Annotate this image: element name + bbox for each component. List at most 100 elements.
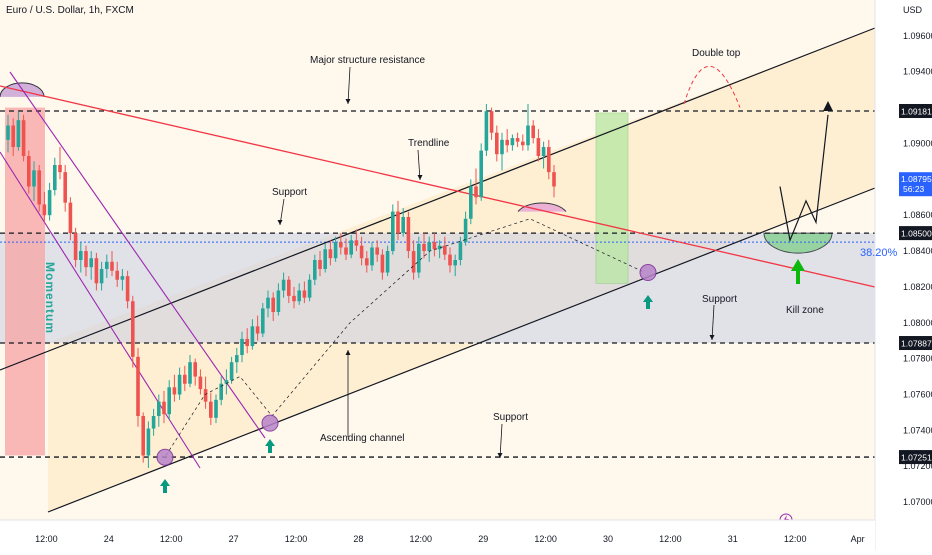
candle-body: [396, 211, 400, 234]
demand-box: [595, 112, 629, 284]
candle-body: [240, 338, 244, 356]
momentum-box: [5, 107, 45, 456]
annotation-pointer-head-2: [277, 220, 283, 225]
candle-body: [380, 254, 385, 273]
candle-body: [453, 260, 457, 266]
y-tick-label: 1.07200: [903, 461, 932, 471]
candle-35: [188, 355, 192, 388]
candle-101: [531, 120, 535, 144]
candle-body: [323, 249, 327, 269]
annotation-pointer-4: [499, 423, 503, 459]
candle-53: [281, 272, 286, 298]
candle-98: [515, 132, 520, 148]
candle-104: [547, 139, 551, 180]
x-tick-label: 12:00: [285, 534, 308, 544]
candle-body: [47, 190, 52, 216]
candle-93: [489, 107, 494, 140]
candle-body: [536, 138, 541, 156]
candles-layer: [6, 104, 556, 468]
candle-body: [219, 383, 223, 400]
candle-body: [276, 290, 281, 312]
candle-body: [370, 247, 374, 266]
candle-22: [120, 268, 125, 291]
current-price-tag: [899, 172, 932, 197]
x-tick-label: 28: [353, 534, 363, 544]
candle-14: [79, 242, 83, 273]
candle-body: [11, 125, 15, 148]
countdown-label: 56:23: [903, 184, 925, 194]
candle-3: [21, 114, 26, 162]
candle-body: [6, 125, 10, 140]
candle-body: [406, 216, 411, 252]
candle-body: [448, 254, 452, 266]
candle-1: [11, 118, 15, 156]
candle-body: [68, 202, 73, 234]
candle-19: [105, 254, 109, 278]
candle-40: [214, 394, 218, 424]
candle-31: [167, 380, 171, 420]
candle-body: [235, 355, 239, 363]
candle-78: [411, 240, 416, 280]
x-tick-label: 24: [104, 534, 114, 544]
candle-96: [505, 129, 509, 153]
candle-9: [53, 157, 57, 196]
candle-72: [380, 249, 385, 280]
candle-body: [515, 138, 520, 142]
candle-body: [245, 338, 249, 347]
desc-channel-lower: [0, 151, 201, 469]
candle-body: [526, 125, 530, 146]
candle-body: [198, 376, 203, 390]
candle-86: [453, 254, 457, 277]
kill-zone: [763, 232, 833, 254]
candle-body: [427, 242, 431, 252]
candle-body: [297, 290, 301, 302]
level-tag-0: [899, 103, 932, 118]
x-tick-label: 12:00: [784, 534, 807, 544]
candle-body: [32, 170, 36, 187]
up-arrow-icon-0: [160, 479, 170, 493]
candle-47: [250, 319, 255, 350]
candle-94: [495, 125, 499, 162]
candle-105: [552, 164, 556, 198]
candle-body: [469, 186, 473, 219]
level-tag-1: [899, 226, 932, 241]
candle-body: [110, 261, 114, 271]
candle-38: [203, 376, 208, 409]
zones-layer: [0, 82, 875, 456]
candle-41: [219, 376, 223, 406]
y-tick-label: 1.09000: [903, 138, 932, 148]
annotation-double-top: Double top: [692, 48, 741, 59]
x-axis-background: [0, 520, 875, 550]
candle-body: [172, 387, 177, 395]
candle-5: [32, 161, 36, 201]
projection-path: [779, 114, 829, 243]
candle-55: [292, 286, 296, 309]
y-tick-label: 1.08200: [903, 282, 932, 292]
candle-body: [365, 258, 369, 266]
y-tick-label: 1.08000: [903, 318, 932, 328]
candle-67: [354, 229, 359, 252]
candle-73: [385, 245, 390, 277]
candle-90: [474, 168, 478, 205]
candle-body: [79, 251, 83, 260]
candle-body: [547, 147, 551, 173]
candle-34: [183, 365, 187, 391]
candle-65: [344, 238, 348, 260]
x-tick-label: 12:00: [160, 534, 183, 544]
candle-body: [417, 243, 421, 273]
y-tick-label: 1.09600: [903, 31, 932, 41]
annotation-ascending-channel: Ascending channel: [320, 433, 405, 444]
candle-body: [359, 245, 364, 259]
candle-body: [422, 243, 426, 252]
x-tick-label: 12:00: [35, 534, 58, 544]
candle-body: [313, 260, 317, 280]
up-arrow-icon-2: [643, 295, 653, 309]
x-tick-label: 29: [478, 534, 488, 544]
candle-body: [510, 138, 515, 146]
y-tick-label: 1.07400: [903, 425, 932, 435]
candle-95: [500, 132, 504, 171]
candle-body: [89, 258, 93, 268]
candle-body: [261, 308, 265, 334]
